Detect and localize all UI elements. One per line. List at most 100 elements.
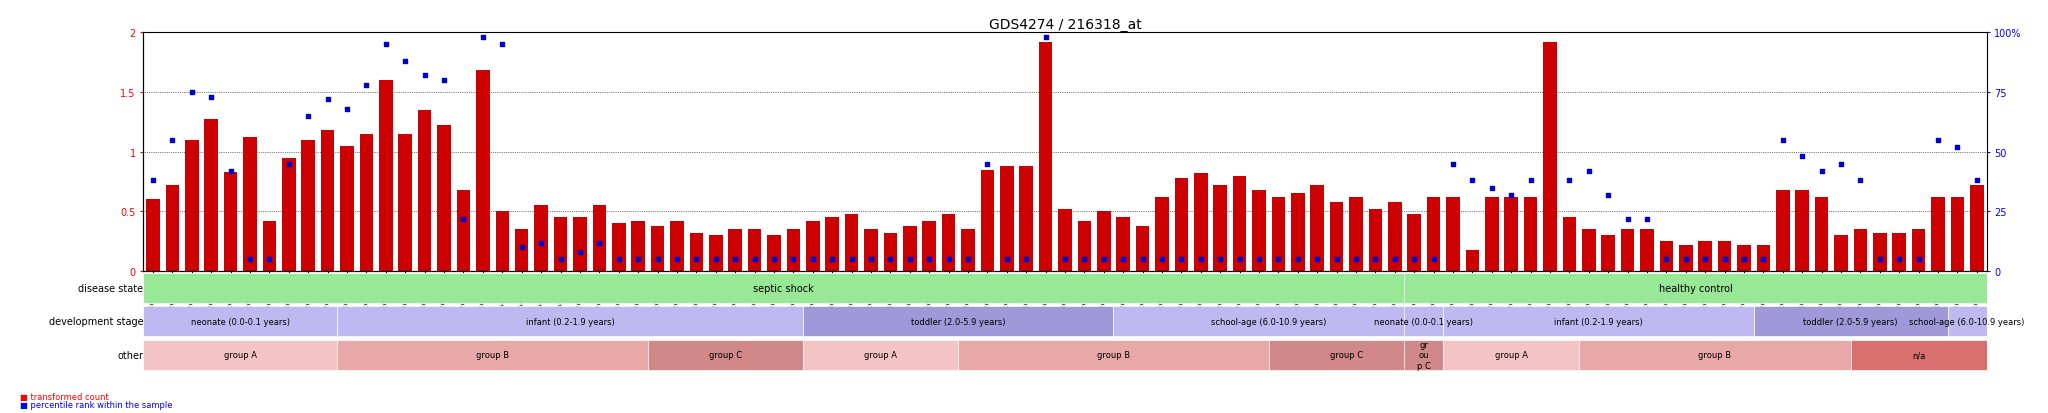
Bar bbox=[322, 131, 334, 271]
Point bbox=[1573, 168, 1606, 175]
Point bbox=[524, 240, 557, 246]
Text: group A: group A bbox=[223, 351, 256, 359]
Bar bbox=[729, 230, 741, 271]
Bar bbox=[262, 221, 276, 271]
FancyBboxPatch shape bbox=[647, 340, 803, 370]
Bar bbox=[514, 230, 528, 271]
Bar bbox=[942, 214, 954, 271]
Point bbox=[758, 256, 791, 263]
Bar bbox=[184, 140, 199, 271]
Point bbox=[293, 113, 326, 120]
Point bbox=[1282, 256, 1315, 263]
Bar bbox=[690, 233, 702, 271]
Bar bbox=[1389, 202, 1401, 271]
Text: school-age (6.0-10.9 years): school-age (6.0-10.9 years) bbox=[1210, 317, 1327, 326]
Point bbox=[893, 256, 926, 263]
Text: ■ percentile rank within the sample: ■ percentile rank within the sample bbox=[20, 400, 172, 409]
Title: GDS4274 / 216318_at: GDS4274 / 216318_at bbox=[989, 18, 1141, 32]
Bar bbox=[961, 230, 975, 271]
Bar bbox=[1427, 197, 1440, 271]
Point bbox=[1804, 168, 1837, 175]
Point bbox=[1030, 35, 1063, 41]
Point bbox=[1126, 256, 1159, 263]
Text: neonate (0.0-0.1 years): neonate (0.0-0.1 years) bbox=[190, 317, 291, 326]
Text: group B: group B bbox=[1098, 351, 1130, 359]
Bar bbox=[1581, 230, 1595, 271]
Bar bbox=[244, 138, 256, 271]
Point bbox=[1747, 256, 1780, 263]
Bar bbox=[1466, 250, 1479, 271]
Bar bbox=[1368, 209, 1382, 271]
Bar bbox=[1020, 166, 1032, 271]
Bar bbox=[1446, 197, 1460, 271]
FancyBboxPatch shape bbox=[803, 340, 958, 370]
Bar bbox=[1853, 230, 1868, 271]
Bar bbox=[1931, 197, 1946, 271]
Bar bbox=[1194, 174, 1208, 271]
Bar bbox=[883, 233, 897, 271]
Point bbox=[215, 168, 248, 175]
Point bbox=[1321, 256, 1354, 263]
Point bbox=[1690, 256, 1722, 263]
FancyBboxPatch shape bbox=[1444, 306, 1753, 337]
FancyBboxPatch shape bbox=[958, 340, 1268, 370]
Point bbox=[1534, 24, 1567, 31]
Text: group A: group A bbox=[864, 351, 897, 359]
Bar bbox=[1620, 230, 1634, 271]
Text: healthy control: healthy control bbox=[1659, 283, 1733, 293]
Bar bbox=[844, 214, 858, 271]
Text: group C: group C bbox=[709, 351, 741, 359]
FancyBboxPatch shape bbox=[1444, 340, 1579, 370]
Point bbox=[1165, 256, 1198, 263]
FancyBboxPatch shape bbox=[1753, 306, 1948, 337]
Point bbox=[1942, 144, 1974, 151]
Bar bbox=[223, 173, 238, 271]
Point bbox=[1204, 256, 1237, 263]
FancyBboxPatch shape bbox=[338, 306, 803, 337]
Bar bbox=[922, 221, 936, 271]
Bar bbox=[1137, 226, 1149, 271]
Text: toddler (2.0-5.9 years): toddler (2.0-5.9 years) bbox=[911, 317, 1006, 326]
Text: infant (0.2-1.9 years): infant (0.2-1.9 years) bbox=[1554, 317, 1642, 326]
Bar bbox=[1233, 176, 1247, 271]
Point bbox=[408, 73, 440, 79]
Text: toddler (2.0-5.9 years): toddler (2.0-5.9 years) bbox=[1804, 317, 1898, 326]
Bar bbox=[1524, 197, 1538, 271]
Bar bbox=[1077, 221, 1092, 271]
Text: gr
ou
p C: gr ou p C bbox=[1417, 340, 1432, 370]
Point bbox=[1243, 256, 1276, 263]
FancyBboxPatch shape bbox=[143, 273, 1423, 303]
Bar bbox=[475, 71, 489, 271]
Point bbox=[874, 256, 907, 263]
Bar bbox=[438, 126, 451, 271]
Bar bbox=[981, 170, 993, 271]
Point bbox=[1843, 178, 1876, 184]
Bar bbox=[612, 224, 625, 271]
FancyBboxPatch shape bbox=[803, 306, 1114, 337]
Bar bbox=[283, 158, 295, 271]
Bar bbox=[807, 221, 819, 271]
Point bbox=[1456, 178, 1489, 184]
Point bbox=[1184, 256, 1217, 263]
Bar bbox=[166, 186, 180, 271]
Point bbox=[719, 256, 752, 263]
Bar bbox=[631, 221, 645, 271]
Bar bbox=[573, 218, 586, 271]
Text: school-age (6.0-10.9 years): school-age (6.0-10.9 years) bbox=[1909, 317, 2025, 326]
Point bbox=[156, 137, 188, 144]
Text: septic shock: septic shock bbox=[754, 283, 813, 293]
Bar bbox=[379, 81, 393, 271]
Point bbox=[854, 256, 887, 263]
Point bbox=[1399, 256, 1432, 263]
Bar bbox=[786, 230, 801, 271]
Bar bbox=[1718, 242, 1731, 271]
Point bbox=[1417, 256, 1450, 263]
Point bbox=[1767, 137, 1800, 144]
Point bbox=[506, 244, 539, 251]
Bar bbox=[768, 236, 780, 271]
Point bbox=[428, 77, 461, 84]
Point bbox=[137, 178, 170, 184]
Text: other: other bbox=[117, 350, 143, 360]
Bar bbox=[1659, 242, 1673, 271]
Point bbox=[1864, 256, 1896, 263]
